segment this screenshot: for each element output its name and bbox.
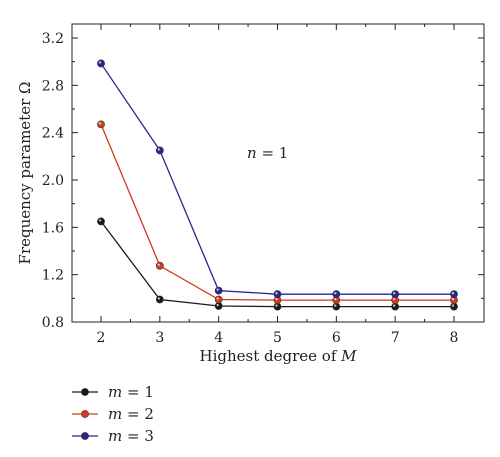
series-point-m1 xyxy=(450,302,458,311)
x-tick-labels: 2 3 4 5 6 7 8 xyxy=(97,330,459,346)
point-highlight xyxy=(275,291,278,295)
series-point-m3 xyxy=(155,146,164,155)
point-highlight xyxy=(157,148,161,151)
series-point-m1 xyxy=(332,302,341,311)
series-point-m2 xyxy=(155,261,164,270)
point-highlight xyxy=(98,61,102,64)
point-highlight xyxy=(216,288,219,291)
series-point-m3 xyxy=(214,286,223,295)
series-line-m3 xyxy=(100,63,454,295)
series-point-m1 xyxy=(214,302,223,310)
plot-area-frame xyxy=(71,23,485,323)
legend-marker-m2 xyxy=(81,410,89,418)
series-point-m3 xyxy=(273,290,282,299)
x-tick-label: 7 xyxy=(391,330,400,346)
y-axis-title: Frequency parameter Ω xyxy=(16,82,34,265)
point-highlight xyxy=(275,297,278,301)
point-highlight xyxy=(334,304,337,307)
y-tick-labels: 0.8 1.2 1.6 2.0 2.4 2.8 3.2 xyxy=(42,31,64,331)
annotation-n: n = 1 xyxy=(247,144,288,162)
point-highlight xyxy=(451,304,455,307)
point-highlight xyxy=(392,291,396,295)
x-axis-title: Highest degree of M xyxy=(200,347,358,365)
series-point-m3 xyxy=(332,290,341,299)
series-point-m2 xyxy=(214,295,223,304)
series-points xyxy=(97,59,458,311)
series-point-m3 xyxy=(450,290,458,299)
point-highlight xyxy=(216,303,219,307)
series-point-m1 xyxy=(97,217,105,226)
point-highlight xyxy=(216,297,219,300)
y-tick-label: 0.8 xyxy=(42,315,64,331)
series-point-m1 xyxy=(155,295,164,304)
series-point-m1 xyxy=(391,302,400,311)
point-highlight xyxy=(334,297,337,301)
legend-marker-m1 xyxy=(81,388,89,396)
y-tick-label: 3.2 xyxy=(42,31,64,47)
tick-marks xyxy=(72,24,484,323)
legend-marker-m3 xyxy=(81,432,89,440)
y-tick-label: 2.8 xyxy=(42,78,64,94)
y-tick-label: 1.6 xyxy=(42,220,64,236)
legend-label-m3: m = 3 xyxy=(108,427,154,445)
x-tick-label: 4 xyxy=(214,330,223,346)
legend-label-m2: m = 2 xyxy=(108,405,154,423)
point-highlight xyxy=(157,263,161,266)
y-tick-label: 1.2 xyxy=(42,268,64,284)
series-point-m3 xyxy=(391,290,400,299)
point-highlight xyxy=(157,297,161,300)
y-tick-label: 2.4 xyxy=(42,126,64,142)
x-tick-label: 5 xyxy=(273,330,282,346)
point-highlight xyxy=(334,291,337,295)
legend: m = 1 m = 2 m = 3 xyxy=(72,383,154,445)
point-highlight xyxy=(451,297,455,301)
y-tick-label: 2.0 xyxy=(42,173,64,189)
point-highlight xyxy=(451,291,455,295)
x-tick-label: 3 xyxy=(155,330,164,346)
series-point-m3 xyxy=(97,59,105,68)
x-tick-label: 2 xyxy=(97,330,106,346)
x-tick-label: 6 xyxy=(332,330,341,346)
point-highlight xyxy=(392,304,396,307)
point-highlight xyxy=(275,304,278,307)
point-highlight xyxy=(98,122,102,125)
point-highlight xyxy=(392,297,396,301)
point-highlight xyxy=(98,219,102,222)
series-lines xyxy=(100,63,454,308)
series-point-m2 xyxy=(97,120,105,129)
series-point-m1 xyxy=(273,302,282,311)
x-tick-label: 8 xyxy=(450,330,459,346)
legend-label-m1: m = 1 xyxy=(108,383,154,401)
